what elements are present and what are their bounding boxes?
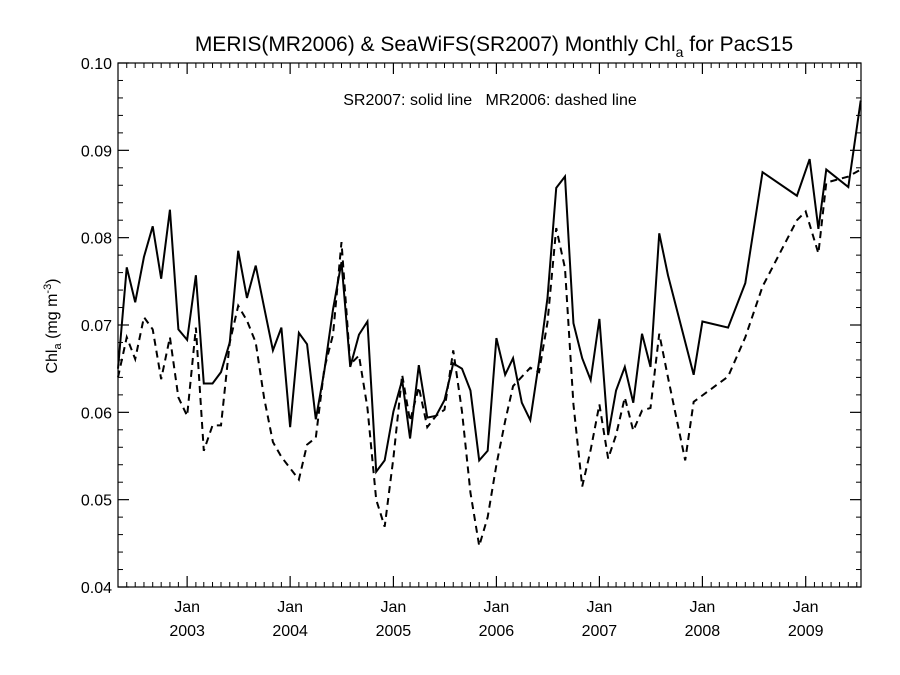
y-axis-label-unit-superscript: -3	[42, 284, 54, 294]
y-tick-label: 0.08	[81, 231, 112, 248]
y-tick-label: 0.07	[81, 318, 112, 335]
y-tick-label: 0.04	[81, 580, 112, 597]
x-tick-label-month: Jan	[793, 599, 819, 616]
x-tick-label-month: Jan	[174, 599, 200, 616]
y-axis-label-unit-close: )	[44, 278, 61, 283]
x-tick-label-month: Jan	[690, 599, 716, 616]
y-axis-label: Chla (mg m-3)	[42, 278, 64, 373]
y-axis-label-subscript: a	[52, 343, 64, 350]
x-tick-label-month: Jan	[277, 599, 303, 616]
x-tick-label-month: Jan	[484, 599, 510, 616]
x-tick-label-month: Jan	[381, 599, 407, 616]
chart-title: MERIS(MR2006) & SeaWiFS(SR2007) Monthly …	[195, 33, 793, 60]
y-tick-label: 0.10	[81, 56, 112, 73]
x-tick-label-year: 2005	[376, 623, 412, 640]
x-tick-label-month: Jan	[587, 599, 613, 616]
series-line-solid	[117, 100, 862, 475]
y-axis-label-main: Chl	[44, 350, 61, 374]
y-axis-label-unit: (mg m	[44, 294, 61, 344]
series-line-dashed	[117, 168, 862, 547]
x-tick-label-year: 2007	[582, 623, 618, 640]
plot-frame	[117, 62, 862, 588]
x-tick-label-year: 2009	[788, 623, 824, 640]
x-tick-label-year: 2006	[479, 623, 515, 640]
x-axis: Jan 2003 Jan 2004 Jan 2005 Jan 2006 Jan 2007 Jan 20…	[117, 63, 858, 640]
y-axis: 0.04 0.05 0.06 0.07 0.08 0.09 0.10	[81, 56, 861, 597]
x-tick-label-year: 2008	[685, 623, 721, 640]
chart-title-tail: for PacS15	[683, 33, 793, 56]
x-tick-label-year: 2003	[169, 623, 205, 640]
y-tick-label: 0.05	[81, 493, 112, 510]
chart-title-subscript: a	[676, 44, 684, 60]
y-tick-label: 0.09	[81, 143, 112, 160]
series-group	[117, 100, 862, 547]
chart-title-main: MERIS(MR2006) & SeaWiFS(SR2007) Monthly …	[195, 33, 676, 56]
legend-annotation: SR2007: solid line MR2006: dashed line	[343, 92, 637, 109]
y-tick-label: 0.06	[81, 405, 112, 422]
x-tick-label-year: 2004	[272, 623, 308, 640]
